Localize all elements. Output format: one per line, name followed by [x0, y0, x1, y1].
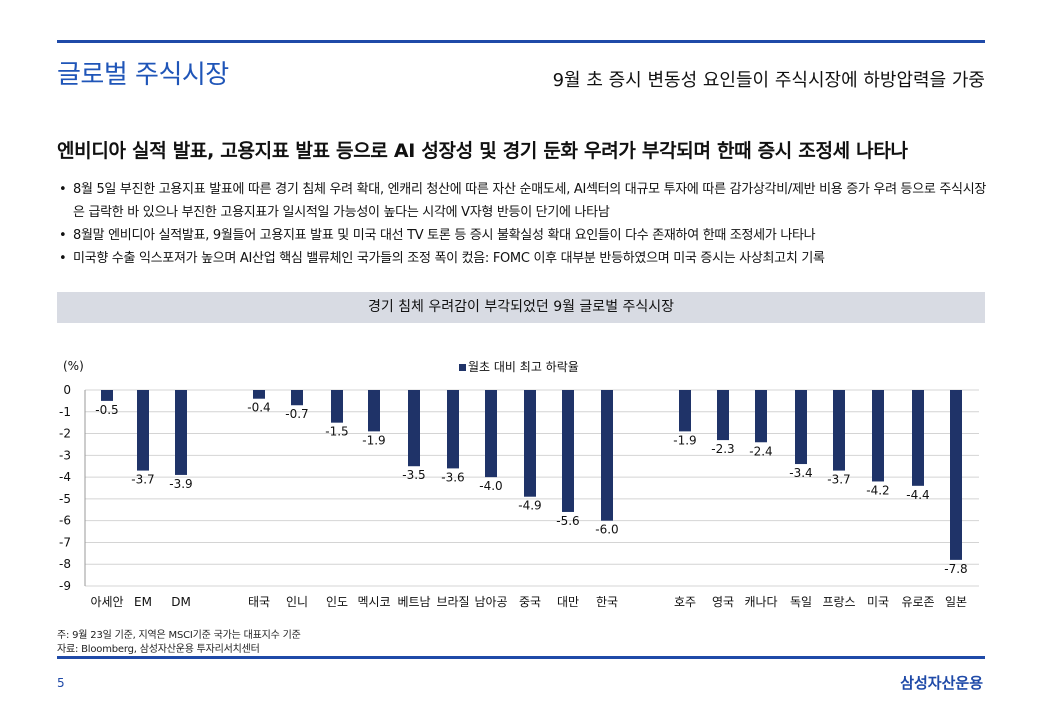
data-label: -2.4: [749, 444, 772, 458]
x-tick-label: 유로존: [901, 595, 934, 609]
bar: [291, 390, 303, 406]
x-tick-label: 미국: [867, 595, 889, 609]
brand-logo-text: 삼성자산운용: [900, 674, 983, 692]
x-tick-label: 인도: [326, 595, 348, 609]
data-label: -1.5: [325, 425, 348, 439]
bar: [755, 390, 767, 443]
y-tick-label: 0: [63, 383, 71, 397]
bar-chart: 0 -1 -2 -3 -4 -5 -6 -7 -8 -9 (%) 월초 대비 최고 하락율 -0.5 아세…: [59, 359, 979, 609]
data-label: -6.0: [595, 523, 618, 537]
bar: [175, 390, 187, 475]
bullet-list: 8월 5일 부진한 고용지표 발표에 따른 경기 침체 우려 확대, 엔캐리 청…: [57, 178, 987, 270]
y-tick-label: -9: [59, 579, 71, 593]
data-label: -4.2: [866, 483, 889, 497]
y-tick-label: -5: [59, 492, 71, 506]
data-label: -4.4: [906, 488, 929, 502]
data-label: -3.7: [827, 473, 850, 487]
data-label: -3.4: [789, 466, 812, 480]
y-axis-unit-label: (%): [63, 359, 84, 373]
data-label: -0.4: [247, 401, 270, 415]
data-label: -3.7: [131, 473, 154, 487]
data-label: -4.9: [518, 499, 541, 513]
x-tick-label: 남아공: [474, 595, 507, 609]
headline: 엔비디아 실적 발표, 고용지표 발표 등으로 AI 성장성 및 경기 둔화 우…: [57, 140, 908, 162]
x-tick-label: 캐나다: [744, 595, 777, 609]
x-tick-label: 영국: [712, 595, 734, 609]
data-label: -1.9: [673, 433, 696, 447]
y-tick-label: -4: [59, 470, 71, 484]
x-tick-label: 인니: [286, 595, 308, 609]
data-label: -5.6: [556, 514, 579, 528]
page-subtitle: 9월 초 증시 변동성 요인들이 주식시장에 하방압력을 가중: [552, 70, 985, 91]
footnote-note: 주: 9월 23일 기준, 지역은 MSCI기준 국가는 대표지수 기준: [57, 630, 301, 641]
data-label: -3.6: [441, 470, 464, 484]
data-label: -3.5: [402, 468, 425, 482]
header-rule: [57, 40, 985, 43]
bar: [601, 390, 613, 521]
section-title: 글로벌 주식시장: [57, 60, 229, 90]
bullet-item: 8월말 엔비디아 실적발표, 9월들어 고용지표 발표 및 미국 대선 TV 토…: [57, 224, 987, 247]
bar: [795, 390, 807, 465]
y-tick-label: -2: [59, 427, 71, 441]
x-tick-label: 프랑스: [822, 595, 855, 609]
bar: [950, 390, 962, 560]
x-tick-label: 브라질: [436, 595, 469, 609]
x-tick-label: 일본: [945, 595, 967, 609]
bar: [562, 390, 574, 512]
y-tick-label: -7: [59, 535, 71, 549]
legend-label: 월초 대비 최고 하락율: [468, 360, 579, 374]
x-tick-label: DM: [171, 595, 191, 609]
data-label: -1.9: [362, 433, 385, 447]
data-label: -7.8: [944, 562, 967, 576]
bar: [912, 390, 924, 486]
x-tick-label: 태국: [248, 595, 270, 609]
bar: [485, 390, 497, 478]
bullet-item: 미국향 수출 익스포져가 높으며 AI산업 핵심 밸류체인 국가들의 조정 폭이…: [57, 247, 987, 270]
bar: [137, 390, 149, 471]
chart-title-banner: 경기 침체 우려감이 부각되었던 9월 글로벌 주식시장: [57, 292, 985, 323]
bar: [717, 390, 729, 441]
page-number: 5: [57, 676, 65, 690]
x-tick-label: 호주: [674, 595, 696, 609]
bar: [368, 390, 380, 432]
bullet-item: 8월 5일 부진한 고용지표 발표에 따른 경기 침체 우려 확대, 엔캐리 청…: [57, 178, 987, 224]
data-label: -0.7: [285, 407, 308, 421]
data-label: -2.3: [711, 442, 734, 456]
x-tick-label: EM: [134, 595, 152, 609]
x-tick-label: 베트남: [397, 595, 430, 609]
bar: [331, 390, 343, 423]
bar: [408, 390, 420, 467]
bar: [101, 390, 113, 401]
x-tick-label: 한국: [596, 595, 618, 609]
bar: [679, 390, 691, 432]
legend-swatch: [459, 364, 466, 371]
data-label: -4.0: [479, 479, 502, 493]
x-tick-label: 멕시코: [357, 595, 390, 609]
x-tick-label: 중국: [519, 595, 541, 609]
bar: [253, 390, 265, 399]
x-tick-label: 대만: [557, 595, 579, 609]
bar: [447, 390, 459, 469]
data-label: -3.9: [169, 477, 192, 491]
footer-rule: [57, 656, 985, 659]
x-tick-label: 독일: [790, 595, 812, 609]
y-tick-label: -6: [59, 514, 71, 528]
bar: [833, 390, 845, 471]
y-tick-label: -3: [59, 448, 71, 462]
y-tick-label: -1: [59, 405, 71, 419]
bar: [872, 390, 884, 482]
x-tick-label: 아세안: [90, 595, 123, 609]
footnote-source: 자료: Bloomberg, 삼성자산운용 투자리서치센터: [57, 644, 260, 655]
data-label: -0.5: [95, 403, 118, 417]
bar: [524, 390, 536, 497]
y-tick-label: -8: [59, 557, 71, 571]
